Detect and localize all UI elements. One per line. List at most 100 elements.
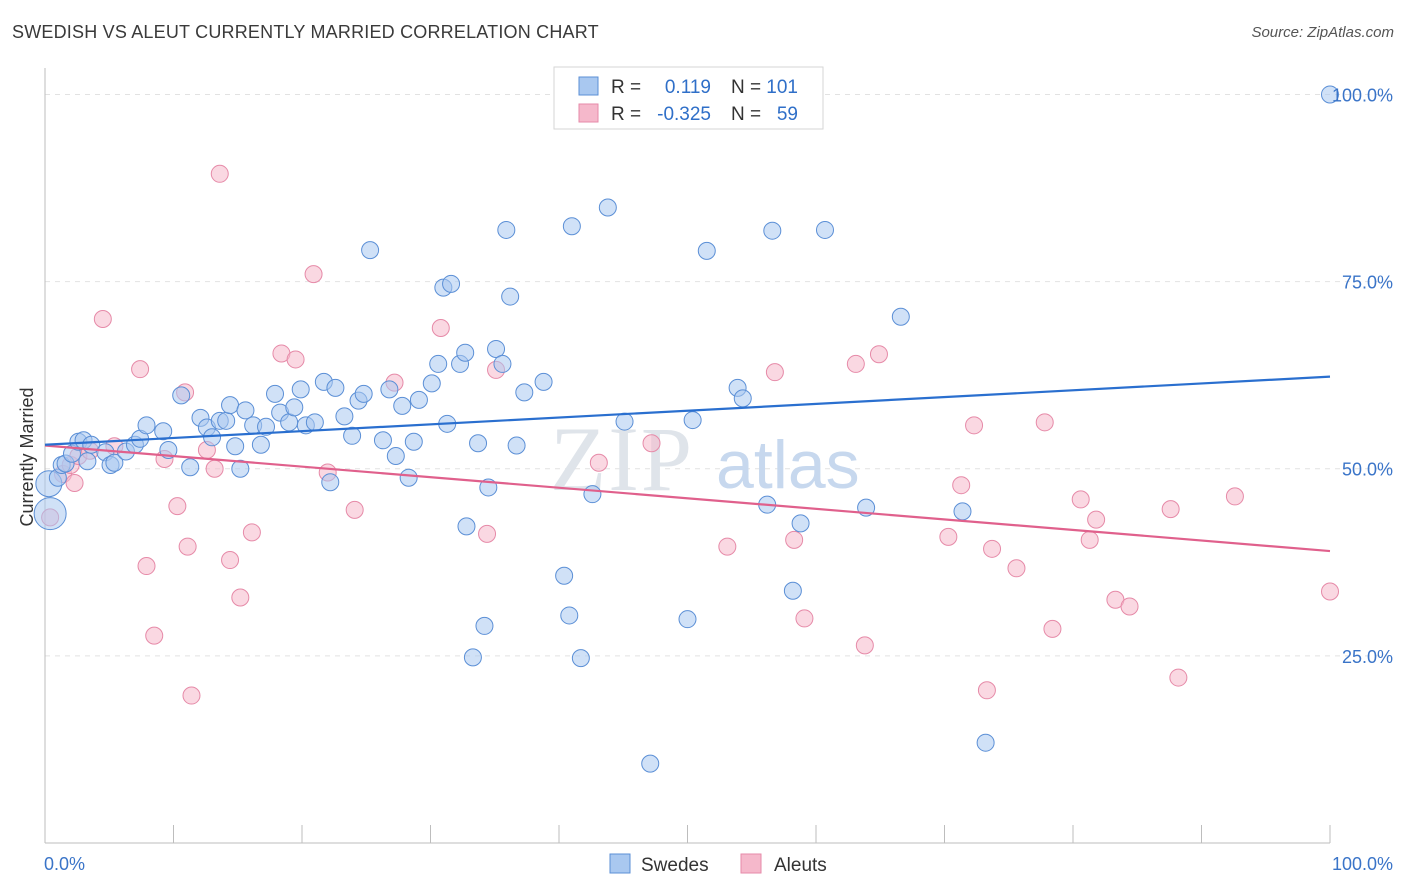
swedes-point [733,389,752,408]
aleuts-point [983,539,1002,558]
swedes-point [442,274,461,293]
aleuts-point [1071,490,1090,509]
aleuts-point [205,459,224,478]
swedes-point [266,384,285,403]
swedes-point [105,453,124,472]
aleuts-point [478,524,497,543]
aleuts-point [952,476,971,495]
swedes-point [305,413,324,432]
aleuts-point [785,530,804,549]
swedes-point [641,754,660,773]
swedes-point [231,459,250,478]
aleuts-point [765,363,784,382]
aleuts-point [965,416,984,435]
swedes-point [615,412,634,431]
aleuts-point [869,345,888,364]
swedes-point [555,566,574,585]
swedes-point [783,581,802,600]
aleuts-point [182,686,201,705]
swedes-point [33,497,67,531]
swedes-point [507,436,526,455]
aleuts-point [1043,619,1062,638]
aleuts-point [345,500,364,519]
x-tick-label-max: 100.0% [1332,854,1393,874]
swedes-point [399,468,418,487]
stats-r-value-aleuts: -0.325 [657,104,711,125]
aleuts-point [642,434,661,453]
stats-r-label-swedes: R = [611,77,641,98]
swedes-point [953,502,972,521]
swedes-point [280,413,299,432]
swedes-point [487,339,506,358]
aleuts-point [286,350,305,369]
aleuts-point [1169,668,1188,687]
aleuts-point [131,360,150,379]
x-tick-label-min: 0.0% [44,854,85,874]
watermark-atlas: atlas [716,427,860,503]
aleuts-point [718,537,737,556]
aleuts-point [145,626,164,645]
swedes-point [457,517,476,536]
series-legend: Swedes Aleuts [609,853,827,876]
swedes-points [33,85,1339,773]
axes [44,68,1331,844]
swedes-point [422,374,441,393]
swedes-point [386,447,405,466]
source-credit: Source: ZipAtlas.com [1251,24,1394,41]
grid-lines [45,93,1392,657]
y-tick-label: 75.0% [1342,273,1393,293]
swedes-point [475,616,494,635]
swedes-point [181,458,200,477]
swedes-point [678,610,697,629]
stats-n-value-aleuts: 59 [777,104,798,125]
swedes-point [697,241,716,260]
swedes-point [683,411,702,430]
aleuts-point [221,551,240,570]
swedes-point [78,452,97,471]
swedes-point [291,380,310,399]
stats-legend: R = 0.119 N = 101 R = -0.325 N = 59 [553,66,824,130]
swedes-point [562,217,581,236]
y-tick-label: 25.0% [1342,647,1393,667]
legend-label-swedes: Swedes [641,855,709,876]
aleuts-point [65,473,84,492]
y-tick-label: 50.0% [1342,460,1393,480]
swedes-point [583,485,602,504]
swedes-point [763,221,782,240]
swedes-point [497,220,516,239]
swedes-point [326,378,345,397]
stats-swatch-swedes [578,76,599,96]
y-tick-label: 100.0% [1332,85,1393,105]
swedes-point [137,416,156,435]
stats-n-label-swedes: N = [731,77,761,98]
stats-r-value-swedes: 0.119 [665,77,711,98]
swedes-point [257,417,276,436]
swedes-point [251,435,270,454]
swedes-point [361,241,380,260]
swedes-point [380,380,399,399]
aleuts-point [1321,582,1339,601]
swedes-point [534,372,553,391]
swedes-point [217,411,236,430]
trend-lines [44,375,1331,553]
swedes-point [456,343,475,362]
legend-label-aleuts: Aleuts [774,855,827,876]
swedes-point [469,434,488,453]
aleuts-trendline [44,444,1331,553]
swedes-point [463,648,482,667]
stats-swatch-aleuts [578,103,599,123]
aleuts-point [168,497,187,516]
axis-labels: 25.0% 50.0% 75.0% 100.0% 0.0% 100.0% Currently… [17,85,1393,874]
swedes-point [343,426,362,445]
aleuts-point [210,164,229,183]
swedes-point [791,514,810,533]
swedes-point [393,396,412,415]
swedes-point [976,733,995,752]
swedes-point [409,390,428,409]
aleuts-point [1080,530,1099,549]
swedes-point [493,354,512,373]
aleuts-point [231,588,250,607]
swedes-point [1321,85,1339,104]
aleuts-point [589,453,608,472]
